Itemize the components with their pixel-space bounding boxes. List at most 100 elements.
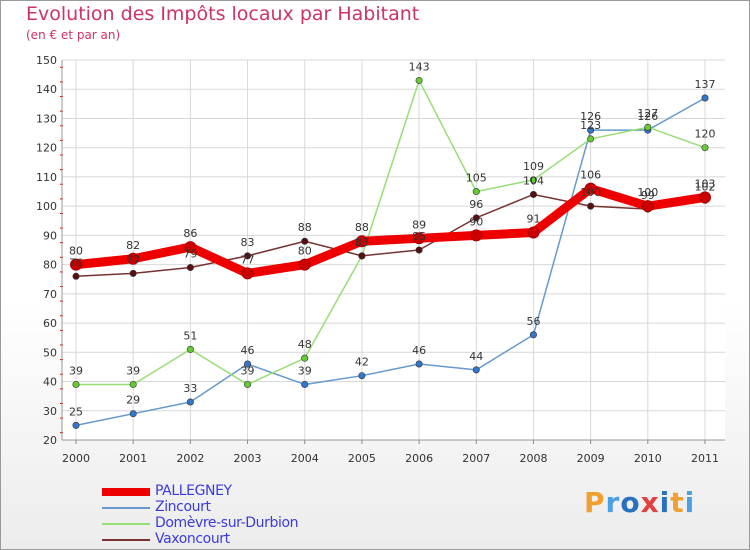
data-point-zincourt [72,421,80,429]
logo-letter: o [620,486,641,519]
legend-label-domevre-sur-durbion: Domèvre-sur-Durbion [155,515,299,531]
data-label-vaxoncourt: 79 [183,248,197,261]
y-tick-label: 70 [43,288,57,301]
series-line-vaxoncourt [75,193,706,278]
data-point-zincourt [472,366,480,374]
data-label-vaxoncourt: 83 [355,236,369,249]
data-label-vaxoncourt: 83 [241,236,255,249]
data-point-vaxoncourt [472,214,480,222]
legend-swatch-domevre-sur-durbion [102,523,150,525]
data-label-zincourt: 46 [241,344,255,357]
data-label-zincourt: 42 [355,356,369,369]
data-label-pallegney: 80 [69,245,83,258]
data-point-zincourt [244,360,252,368]
data-point-vaxoncourt [529,190,537,198]
data-point-pallegney [470,229,483,242]
data-point-pallegney [127,252,140,265]
y-tick-label: 100 [36,200,57,213]
data-label-pallegney: 89 [412,218,426,231]
data-point-pallegney [527,226,540,239]
series-line-dom-vre-sur-durbion [75,79,706,386]
proxiti-logo: Proxiti [584,486,695,519]
data-label-zincourt: 33 [183,382,197,395]
data-label-zincourt: 137 [695,78,716,91]
x-tick-label: 2009 [577,452,605,465]
y-tick-label: 90 [43,229,57,242]
data-point-vaxoncourt [244,252,252,260]
series-line-pallegney [71,184,710,278]
data-label-pallegney: 86 [183,227,197,240]
data-label-dom-vre-sur-durbion: 51 [183,329,197,342]
data-label-zincourt: 25 [69,405,83,418]
data-point-pallegney [584,182,597,195]
data-point-dom-vre-sur-durbion [72,380,80,388]
y-tick-label: 140 [36,83,57,96]
logo-letter: t [670,486,685,519]
x-tick-label: 2010 [634,452,662,465]
x-tick-label: 2002 [176,452,204,465]
data-point-zincourt [358,372,366,380]
data-point-zincourt [129,410,137,418]
legend-label-zincourt: Zincourt [155,499,211,515]
data-label-dom-vre-sur-durbion: 39 [69,364,83,377]
y-tick-label: 130 [36,112,57,125]
logo-letter: P [584,486,606,519]
data-point-vaxoncourt [129,269,137,277]
data-point-pallegney [355,235,368,248]
data-point-zincourt [529,331,537,339]
legend-label-vaxoncourt: Vaxoncourt [155,531,230,547]
logo-letter: i [684,486,696,519]
data-label-vaxoncourt: 100 [580,186,601,199]
data-label-dom-vre-sur-durbion: 39 [126,364,140,377]
data-point-dom-vre-sur-durbion [301,354,309,362]
data-label-dom-vre-sur-durbion: 127 [637,107,658,120]
data-label-vaxoncourt: 102 [695,180,716,193]
y-tick-label: 120 [36,142,57,155]
data-label-pallegney: 80 [298,245,312,258]
y-tick-label: 40 [43,376,57,389]
data-label-vaxoncourt: 99 [641,189,655,202]
data-label-vaxoncourt: 76 [69,256,83,269]
data-point-zincourt [701,94,709,102]
data-label-pallegney: 77 [241,253,255,266]
data-point-zincourt [415,360,423,368]
data-label-zincourt: 126 [580,110,601,123]
data-label-dom-vre-sur-durbion: 109 [523,160,544,173]
data-label-zincourt: 46 [412,344,426,357]
data-label-pallegney: 103 [695,177,716,190]
data-point-zincourt [186,398,194,406]
legend-swatch-zincourt [102,507,150,509]
chart-subtitle: (en € et par an) [26,28,121,42]
x-tick-label: 2001 [119,452,147,465]
data-point-zincourt [301,380,309,388]
data-label-vaxoncourt: 104 [523,174,544,187]
data-point-vaxoncourt [587,202,595,210]
data-label-zincourt: 44 [469,350,483,363]
x-tick-label: 2004 [291,452,319,465]
legend-label-pallegney: PALLEGNEY [155,483,232,499]
data-point-dom-vre-sur-durbion [472,188,480,196]
x-tick-label: 2011 [691,452,719,465]
data-label-pallegney: 88 [355,221,369,234]
data-point-zincourt [587,126,595,134]
data-point-vaxoncourt [301,237,309,245]
y-tick-label: 110 [36,171,57,184]
data-point-dom-vre-sur-durbion [644,123,652,131]
data-label-pallegney: 90 [469,215,483,228]
data-label-pallegney: 91 [526,212,540,225]
data-label-pallegney: 106 [580,169,601,182]
data-label-vaxoncourt: 88 [298,221,312,234]
logo-letter: x [640,486,660,519]
data-point-vaxoncourt [186,264,194,272]
data-label-zincourt: 126 [637,110,658,123]
data-point-dom-vre-sur-durbion [244,380,252,388]
logo-letter: r [605,486,621,519]
data-label-pallegney: 82 [126,239,140,252]
data-label-dom-vre-sur-durbion: 39 [241,364,255,377]
legend-swatch-vaxoncourt [102,539,150,541]
data-point-pallegney [241,267,254,280]
data-label-dom-vre-sur-durbion: 143 [409,60,430,73]
data-point-vaxoncourt [72,272,80,280]
data-label-dom-vre-sur-durbion: 120 [695,128,716,141]
